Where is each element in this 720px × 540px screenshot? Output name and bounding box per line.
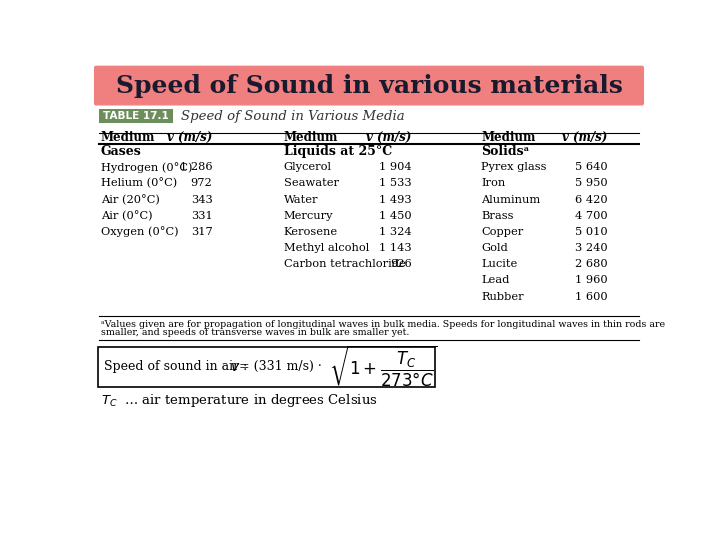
Text: Brass: Brass: [482, 211, 514, 221]
Text: Gases: Gases: [101, 145, 142, 158]
Text: 5 010: 5 010: [575, 227, 608, 237]
Text: 3 240: 3 240: [575, 243, 608, 253]
Text: v (m/s): v (m/s): [366, 131, 412, 145]
Text: 2 680: 2 680: [575, 259, 608, 269]
Text: Aluminum: Aluminum: [482, 194, 541, 205]
Text: Helium (0°C): Helium (0°C): [101, 178, 177, 188]
Text: Medium: Medium: [101, 131, 156, 145]
Text: 1 904: 1 904: [379, 162, 412, 172]
Text: Solidsᵃ: Solidsᵃ: [482, 145, 530, 158]
Text: Air (0°C): Air (0°C): [101, 211, 153, 221]
Text: Iron: Iron: [482, 178, 505, 188]
Text: Methyl alcohol: Methyl alcohol: [284, 243, 369, 253]
Text: 331: 331: [191, 211, 212, 221]
Text: Lead: Lead: [482, 275, 510, 286]
Text: Speed of Sound in Various Media: Speed of Sound in Various Media: [181, 110, 405, 123]
Text: 5 640: 5 640: [575, 162, 608, 172]
Text: Liquids at 25°C: Liquids at 25°C: [284, 145, 392, 158]
Text: 1 286: 1 286: [180, 162, 212, 172]
Bar: [99, 110, 173, 123]
Text: 1 600: 1 600: [575, 292, 608, 301]
Text: Carbon tetrachloride: Carbon tetrachloride: [284, 259, 405, 269]
Text: Speed of Sound in various materials: Speed of Sound in various materials: [116, 73, 622, 98]
Text: 1 450: 1 450: [379, 211, 412, 221]
Text: Copper: Copper: [482, 227, 523, 237]
Text: Gold: Gold: [482, 243, 508, 253]
Text: $\sqrt{1+\dfrac{T_C}{273°C}}$: $\sqrt{1+\dfrac{T_C}{273°C}}$: [329, 344, 438, 389]
Text: 1 533: 1 533: [379, 178, 412, 188]
Text: Oxygen (0°C): Oxygen (0°C): [101, 226, 179, 237]
FancyBboxPatch shape: [94, 66, 644, 105]
Text: 1 324: 1 324: [379, 227, 412, 237]
Text: Mercury: Mercury: [284, 211, 333, 221]
Text: $T_C$  … air temperature in degrees Celsius: $T_C$ … air temperature in degrees Celsi…: [101, 392, 377, 409]
Text: 1 960: 1 960: [575, 275, 608, 286]
Text: 1 493: 1 493: [379, 194, 412, 205]
Text: Water: Water: [284, 194, 318, 205]
Text: ᵃValues given are for propagation of longitudinal waves in bulk media. Speeds fo: ᵃValues given are for propagation of lon…: [101, 320, 665, 329]
Text: 1 143: 1 143: [379, 243, 412, 253]
Text: 926: 926: [390, 259, 412, 269]
Text: smaller, and speeds of transverse waves in bulk are smaller yet.: smaller, and speeds of transverse waves …: [101, 328, 409, 338]
Text: TABLE 17.1: TABLE 17.1: [103, 111, 168, 122]
Text: Medium: Medium: [482, 131, 536, 145]
Text: Medium: Medium: [284, 131, 338, 145]
Text: = (331 m/s) ·: = (331 m/s) ·: [239, 360, 322, 373]
Text: $v$: $v$: [230, 360, 240, 374]
Text: 972: 972: [191, 178, 212, 188]
Text: 343: 343: [191, 194, 212, 205]
Bar: [98, 347, 435, 387]
Text: Speed of sound in air :: Speed of sound in air :: [104, 360, 247, 373]
Text: Rubber: Rubber: [482, 292, 524, 301]
Text: 5 950: 5 950: [575, 178, 608, 188]
Text: Air (20°C): Air (20°C): [101, 194, 160, 205]
Text: v (m/s): v (m/s): [562, 131, 608, 145]
Text: 6 420: 6 420: [575, 194, 608, 205]
Text: Hydrogen (0°C): Hydrogen (0°C): [101, 162, 192, 173]
Text: 317: 317: [191, 227, 212, 237]
Text: Seawater: Seawater: [284, 178, 338, 188]
Text: Kerosene: Kerosene: [284, 227, 338, 237]
Text: 4 700: 4 700: [575, 211, 608, 221]
Text: Glycerol: Glycerol: [284, 162, 332, 172]
Text: Lucite: Lucite: [482, 259, 518, 269]
Text: Pyrex glass: Pyrex glass: [482, 162, 547, 172]
Text: v (m/s): v (m/s): [167, 131, 212, 145]
